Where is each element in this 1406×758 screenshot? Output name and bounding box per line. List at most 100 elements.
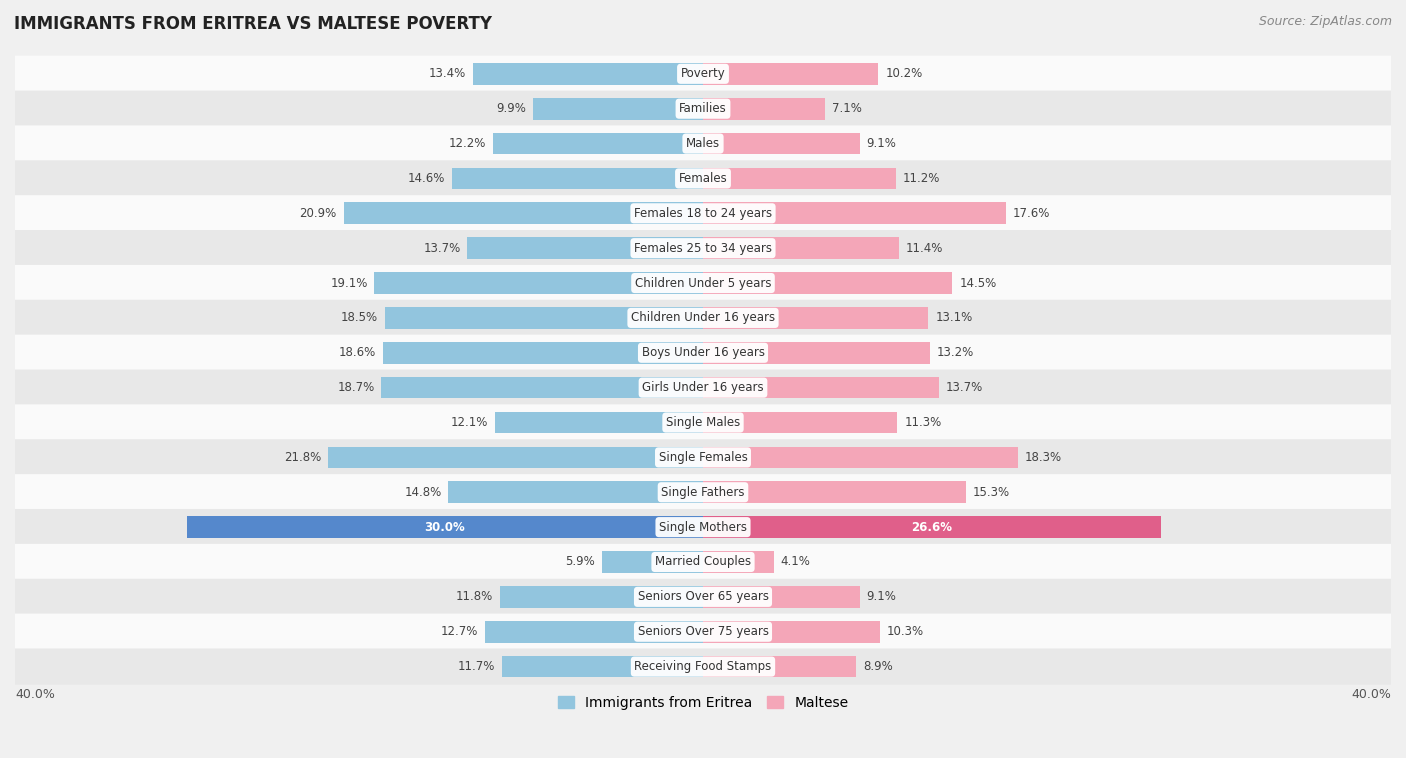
Bar bbox=[703, 342, 929, 364]
Text: 20.9%: 20.9% bbox=[299, 207, 336, 220]
Bar bbox=[703, 586, 859, 608]
Text: IMMIGRANTS FROM ERITREA VS MALTESE POVERTY: IMMIGRANTS FROM ERITREA VS MALTESE POVER… bbox=[14, 15, 492, 33]
Bar bbox=[501, 586, 703, 608]
FancyBboxPatch shape bbox=[14, 195, 1392, 231]
Text: 10.2%: 10.2% bbox=[886, 67, 922, 80]
FancyBboxPatch shape bbox=[14, 439, 1392, 475]
Bar bbox=[703, 98, 825, 120]
Text: 21.8%: 21.8% bbox=[284, 451, 321, 464]
Text: Children Under 5 years: Children Under 5 years bbox=[634, 277, 772, 290]
Text: 18.3%: 18.3% bbox=[1025, 451, 1062, 464]
Bar bbox=[187, 516, 703, 538]
Bar bbox=[502, 656, 703, 678]
FancyBboxPatch shape bbox=[14, 509, 1392, 545]
FancyBboxPatch shape bbox=[14, 404, 1392, 440]
Text: 14.8%: 14.8% bbox=[405, 486, 441, 499]
Bar bbox=[703, 481, 966, 503]
FancyBboxPatch shape bbox=[14, 265, 1392, 301]
FancyBboxPatch shape bbox=[14, 55, 1392, 92]
Bar bbox=[703, 272, 952, 294]
Text: Poverty: Poverty bbox=[681, 67, 725, 80]
Text: 30.0%: 30.0% bbox=[425, 521, 465, 534]
FancyBboxPatch shape bbox=[14, 613, 1392, 650]
Bar bbox=[703, 133, 859, 155]
Bar bbox=[703, 412, 897, 434]
Text: Seniors Over 75 years: Seniors Over 75 years bbox=[637, 625, 769, 638]
FancyBboxPatch shape bbox=[14, 578, 1392, 615]
Bar bbox=[703, 63, 879, 85]
Text: Single Males: Single Males bbox=[666, 416, 740, 429]
Bar bbox=[703, 621, 880, 643]
Text: 14.6%: 14.6% bbox=[408, 172, 446, 185]
Text: 14.5%: 14.5% bbox=[959, 277, 997, 290]
Text: 12.1%: 12.1% bbox=[451, 416, 488, 429]
Text: 9.9%: 9.9% bbox=[496, 102, 526, 115]
Text: Source: ZipAtlas.com: Source: ZipAtlas.com bbox=[1258, 15, 1392, 28]
Bar bbox=[467, 237, 703, 259]
Text: 13.4%: 13.4% bbox=[429, 67, 465, 80]
Text: Single Females: Single Females bbox=[658, 451, 748, 464]
Bar bbox=[485, 621, 703, 643]
Bar bbox=[382, 342, 703, 364]
Text: 40.0%: 40.0% bbox=[1351, 688, 1391, 701]
Text: Females 25 to 34 years: Females 25 to 34 years bbox=[634, 242, 772, 255]
Text: 11.7%: 11.7% bbox=[457, 660, 495, 673]
Bar bbox=[328, 446, 703, 468]
Bar bbox=[703, 237, 898, 259]
Text: Married Couples: Married Couples bbox=[655, 556, 751, 568]
Bar bbox=[343, 202, 703, 224]
Text: 11.4%: 11.4% bbox=[905, 242, 943, 255]
Text: Children Under 16 years: Children Under 16 years bbox=[631, 312, 775, 324]
FancyBboxPatch shape bbox=[14, 474, 1392, 510]
Bar bbox=[703, 656, 856, 678]
FancyBboxPatch shape bbox=[14, 649, 1392, 684]
Text: 7.1%: 7.1% bbox=[832, 102, 862, 115]
Bar bbox=[703, 551, 773, 573]
Bar bbox=[703, 307, 928, 329]
Text: 11.3%: 11.3% bbox=[904, 416, 942, 429]
Text: Boys Under 16 years: Boys Under 16 years bbox=[641, 346, 765, 359]
Bar bbox=[385, 307, 703, 329]
Text: 15.3%: 15.3% bbox=[973, 486, 1010, 499]
Text: 5.9%: 5.9% bbox=[565, 556, 595, 568]
Text: 13.2%: 13.2% bbox=[936, 346, 974, 359]
Bar bbox=[374, 272, 703, 294]
FancyBboxPatch shape bbox=[14, 369, 1392, 406]
Text: 8.9%: 8.9% bbox=[863, 660, 893, 673]
Text: Families: Families bbox=[679, 102, 727, 115]
Text: 13.7%: 13.7% bbox=[423, 242, 461, 255]
Text: 26.6%: 26.6% bbox=[911, 521, 952, 534]
Bar bbox=[449, 481, 703, 503]
Text: Males: Males bbox=[686, 137, 720, 150]
FancyBboxPatch shape bbox=[14, 230, 1392, 266]
Text: 13.1%: 13.1% bbox=[935, 312, 973, 324]
Bar bbox=[533, 98, 703, 120]
Text: Seniors Over 65 years: Seniors Over 65 years bbox=[637, 590, 769, 603]
Text: Receiving Food Stamps: Receiving Food Stamps bbox=[634, 660, 772, 673]
Text: Single Mothers: Single Mothers bbox=[659, 521, 747, 534]
Text: 18.6%: 18.6% bbox=[339, 346, 377, 359]
Bar bbox=[703, 446, 1018, 468]
Bar bbox=[494, 133, 703, 155]
Bar bbox=[703, 377, 939, 399]
Text: 40.0%: 40.0% bbox=[15, 688, 55, 701]
Bar bbox=[472, 63, 703, 85]
Text: 12.7%: 12.7% bbox=[440, 625, 478, 638]
FancyBboxPatch shape bbox=[14, 160, 1392, 196]
Text: 18.5%: 18.5% bbox=[340, 312, 378, 324]
FancyBboxPatch shape bbox=[14, 299, 1392, 336]
Text: 18.7%: 18.7% bbox=[337, 381, 374, 394]
Text: 11.2%: 11.2% bbox=[903, 172, 939, 185]
Text: Girls Under 16 years: Girls Under 16 years bbox=[643, 381, 763, 394]
Legend: Immigrants from Eritrea, Maltese: Immigrants from Eritrea, Maltese bbox=[553, 691, 853, 716]
Bar bbox=[703, 168, 896, 190]
Text: 4.1%: 4.1% bbox=[780, 556, 810, 568]
Text: 17.6%: 17.6% bbox=[1012, 207, 1050, 220]
Bar bbox=[381, 377, 703, 399]
Bar bbox=[495, 412, 703, 434]
FancyBboxPatch shape bbox=[14, 90, 1392, 127]
Bar bbox=[703, 202, 1005, 224]
FancyBboxPatch shape bbox=[14, 125, 1392, 161]
Bar bbox=[451, 168, 703, 190]
Text: 12.2%: 12.2% bbox=[449, 137, 486, 150]
